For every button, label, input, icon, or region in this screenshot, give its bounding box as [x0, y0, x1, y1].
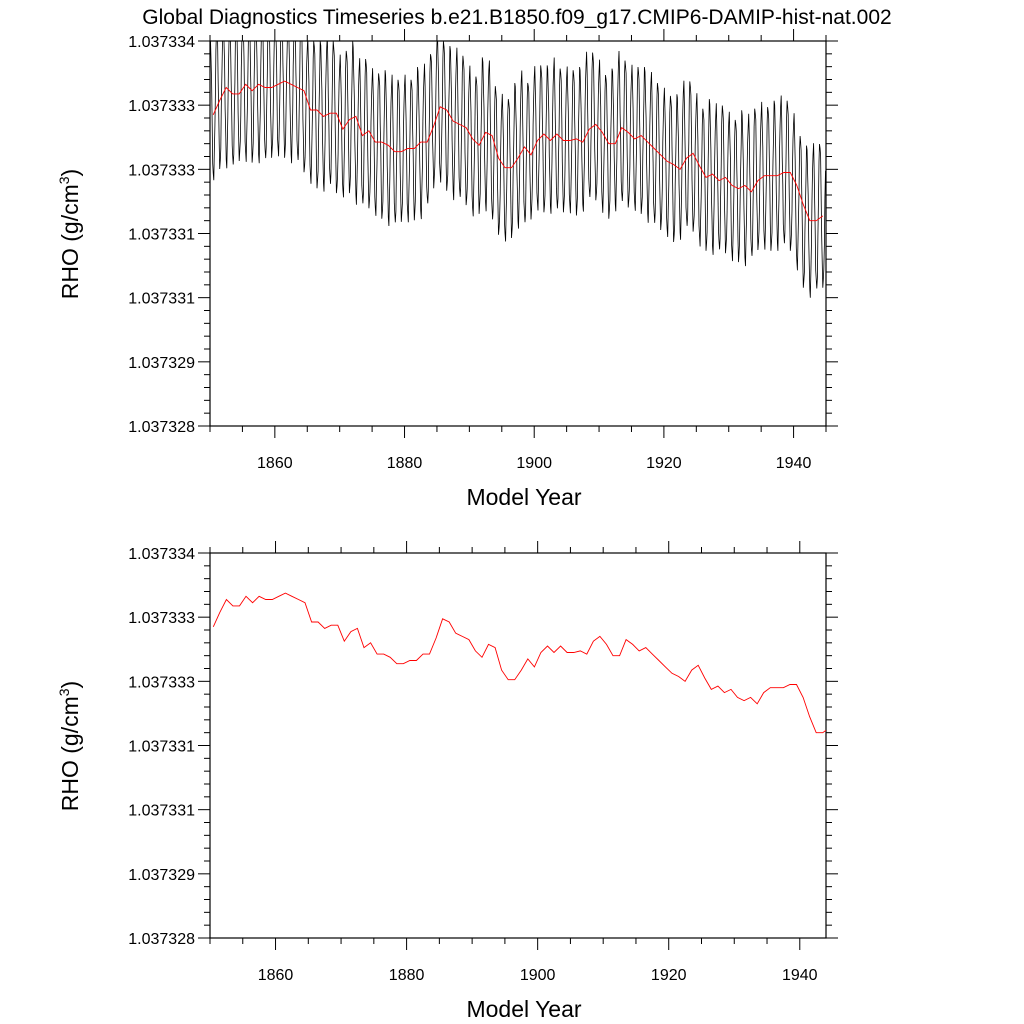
y-tick-label: 1.037328	[128, 419, 195, 436]
y-tick-label: 1.037334	[128, 546, 195, 563]
y-tick-label: 1.037331	[128, 803, 195, 820]
x-axis-label: Model Year	[466, 996, 581, 1022]
figure-title: Global Diagnostics Timeseries b.e21.B185…	[142, 6, 891, 29]
annual-mean-series-line	[212, 80, 824, 222]
y-axis-label: RHO (g/cm3)	[56, 169, 83, 299]
y-axis-label-main: RHO (g/cm	[57, 184, 83, 299]
y-axis-label-superscript: 3	[56, 176, 72, 184]
x-tick-label: 1900	[516, 455, 552, 472]
x-tick-label: 1860	[257, 455, 293, 472]
annual-mean-series-line	[212, 592, 826, 734]
y-tick-label: 1.037333	[128, 162, 195, 179]
x-tick-label: 1880	[389, 967, 425, 984]
y-tick-label: 1.037331	[128, 291, 195, 308]
y-tick-label: 1.037331	[128, 739, 195, 756]
x-axis-label: Model Year	[466, 484, 581, 510]
y-tick-label: 1.037329	[128, 867, 195, 884]
y-axis-label-close: )	[57, 681, 83, 689]
y-tick-label: 1.037328	[128, 931, 195, 948]
y-tick-label: 1.037333	[128, 98, 195, 115]
y-axis-label-main: RHO (g/cm	[57, 696, 83, 811]
y-axis-label: RHO (g/cm3)	[56, 681, 83, 811]
x-tick-label: 1880	[387, 455, 423, 472]
x-tick-label: 1900	[520, 967, 556, 984]
plot-area	[210, 41, 826, 298]
plot-area	[212, 592, 826, 734]
y-tick-label: 1.037333	[128, 610, 195, 627]
x-tick-label: 1920	[646, 455, 682, 472]
y-tick-label: 1.037333	[128, 674, 195, 691]
y-tick-label: 1.037334	[128, 34, 195, 51]
plot-frame	[209, 552, 827, 939]
y-tick-label: 1.037329	[128, 355, 195, 372]
x-tick-label: 1860	[258, 967, 294, 984]
y-tick-label: 1.037331	[128, 227, 195, 244]
x-tick-label: 1940	[776, 455, 812, 472]
monthly-series-line	[210, 41, 826, 298]
x-tick-label: 1920	[651, 967, 687, 984]
x-tick-label: 1940	[782, 967, 818, 984]
y-axis-label-superscript: 3	[56, 688, 72, 696]
y-axis-label-close: )	[57, 169, 83, 177]
top-panel: 1860 1880 1900 1920 1940 1.037328 1.037329 1.03…	[56, 29, 838, 510]
bottom-panel: 1860 1880 1900 1920 1940 1.037328 1.037329 1.03…	[56, 541, 838, 1022]
